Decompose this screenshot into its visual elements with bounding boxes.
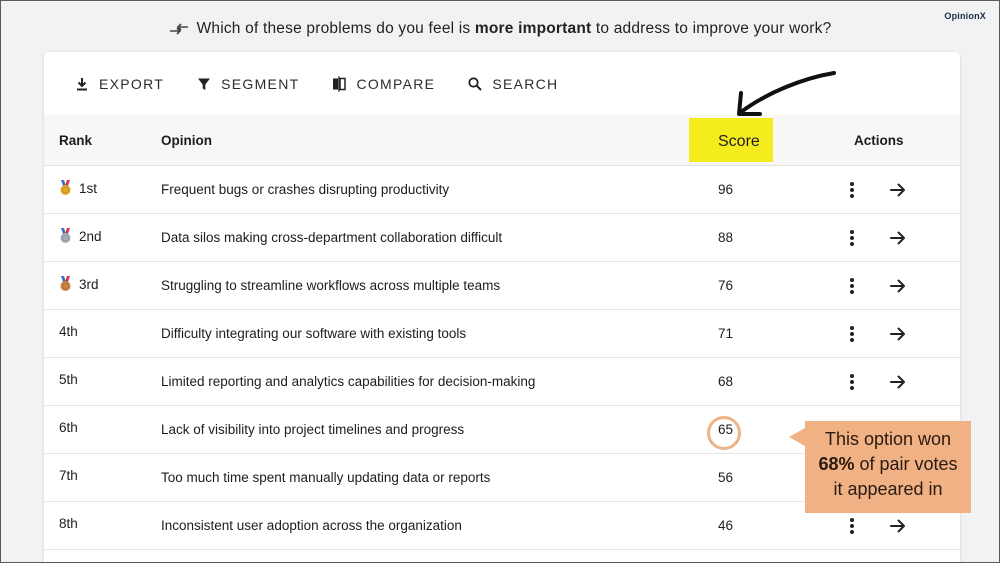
callout-line-3: it appeared in (833, 479, 943, 499)
export-button[interactable]: EXPORT (75, 76, 164, 92)
callout-annotation: This option won 68% of pair votes it app… (805, 421, 971, 513)
arrow-right-icon[interactable] (889, 181, 907, 202)
opinion-cell: Lack of visibility into project timeline… (161, 422, 465, 437)
arrow-right-icon[interactable] (889, 325, 907, 346)
opinion-cell: Limited reporting and analytics capabili… (161, 374, 536, 389)
score-cell: 46 (718, 518, 734, 533)
opinion-cell: Too much time spent manually updating da… (161, 470, 491, 485)
score-header-highlight (689, 118, 773, 162)
more-options-icon[interactable] (849, 325, 855, 346)
rank-label: 5th (59, 372, 78, 387)
actions-column-header: Actions (854, 133, 904, 148)
callout-pointer (789, 428, 805, 446)
silver-medal-icon (59, 228, 72, 244)
callout-line-2-rest: of pair votes (854, 454, 958, 474)
rank-label: 8th (59, 516, 78, 531)
rank-cell: 5th (59, 372, 78, 387)
table-header: Rank Opinion Actions (44, 115, 960, 166)
opinion-cell: Struggling to streamline workflows acros… (161, 278, 501, 293)
compare-icon (333, 76, 347, 91)
rank-label: 7th (59, 468, 78, 483)
opinion-cell: Frequent bugs or crashes disrupting prod… (161, 182, 450, 197)
swap-arrows-icon (169, 22, 189, 40)
rank-cell: 2nd (59, 228, 102, 244)
score-cell: 71 (718, 326, 734, 341)
more-options-icon[interactable] (849, 229, 855, 250)
segment-button[interactable]: SEGMENT (197, 76, 299, 92)
rank-cell: 4th (59, 324, 78, 339)
brand-logo: OpinionX (944, 11, 986, 21)
rank-cell: 6th (59, 420, 78, 435)
rank-column-header[interactable]: Rank (59, 133, 93, 148)
export-label: EXPORT (99, 75, 165, 92)
question-emphasis: more important (474, 20, 592, 37)
table-row[interactable]: 2nd Data silos making cross-department co… (44, 214, 960, 262)
table-row[interactable]: 8th Inconsistent user adoption across the… (44, 502, 960, 550)
rank-cell: 7th (59, 468, 78, 483)
question-text-after: to address to improve your work? (591, 20, 832, 37)
search-label: SEARCH (492, 75, 559, 92)
opinion-column-header[interactable]: Opinion (161, 133, 212, 148)
more-options-icon[interactable] (849, 181, 855, 202)
opinion-cell: Data silos making cross-department colla… (161, 230, 503, 245)
rank-cell: 8th (59, 516, 78, 531)
rank-label: 3rd (79, 276, 99, 292)
search-icon (468, 76, 483, 91)
bronze-medal-icon (59, 276, 72, 292)
table-row[interactable]: 4th Difficulty integrating our software w… (44, 310, 960, 358)
rank-label: 6th (59, 420, 78, 435)
rank-label: 1st (79, 180, 98, 196)
compare-label: COMPARE (356, 75, 436, 92)
question-text-before: Which of these problems do you feel is (196, 20, 475, 37)
download-icon (77, 77, 87, 90)
score-cell: 56 (718, 470, 734, 485)
arrow-right-icon[interactable] (889, 517, 907, 538)
gold-medal-icon (59, 180, 72, 196)
opinion-cell: Difficulty integrating our software with… (161, 326, 467, 341)
filter-icon (198, 78, 211, 90)
score-column-header[interactable]: Score (718, 133, 760, 150)
arrow-right-icon[interactable] (889, 229, 907, 250)
table-row[interactable]: 3rd Struggling to streamline workflows ac… (44, 262, 960, 310)
rank-label: 2nd (79, 228, 102, 244)
more-options-icon[interactable] (849, 277, 855, 298)
score-circle-annotation (707, 416, 741, 450)
table-row[interactable]: 1st Frequent bugs or crashes disrupting p… (44, 166, 960, 214)
callout-line-2: 68% of pair votes (805, 452, 971, 477)
search-button[interactable]: SEARCH (468, 76, 558, 92)
rank-cell: 1st (59, 180, 97, 196)
more-options-icon[interactable] (849, 517, 855, 538)
toolbar: EXPORT SEGMENT COMPARE SEARCH (44, 52, 960, 115)
score-cell: 96 (718, 182, 734, 197)
more-options-icon[interactable] (849, 373, 855, 394)
arrow-right-icon[interactable] (889, 277, 907, 298)
hand-drawn-arrow-annotation (737, 71, 836, 116)
rank-cell: 3rd (59, 276, 99, 292)
question-heading: Which of these problems do you feel is m… (0, 20, 1000, 40)
table-row[interactable]: 5th Limited reporting and analytics capab… (44, 358, 960, 406)
arrow-right-icon[interactable] (889, 373, 907, 394)
callout-line-1: This option won (824, 429, 952, 449)
segment-label: SEGMENT (221, 75, 300, 92)
score-cell: 76 (718, 278, 734, 293)
opinion-cell: Inconsistent user adoption across the or… (161, 518, 462, 533)
rank-label: 4th (59, 324, 78, 339)
score-cell: 88 (718, 230, 734, 245)
callout-percent: 68% (818, 454, 855, 474)
compare-button[interactable]: COMPARE (332, 76, 435, 92)
results-card: EXPORT SEGMENT COMPARE SEARCH Rank O (44, 52, 971, 563)
score-cell: 68 (718, 374, 734, 389)
